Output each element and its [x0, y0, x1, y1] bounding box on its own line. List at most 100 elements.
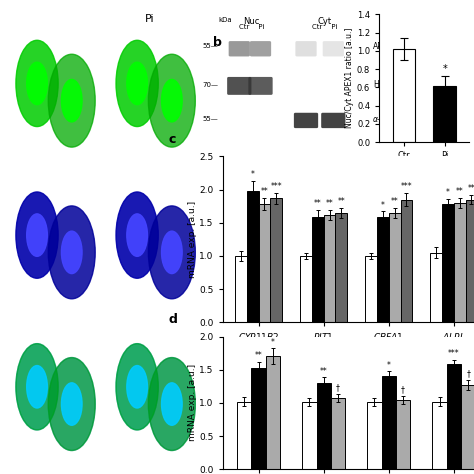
FancyBboxPatch shape [295, 41, 317, 56]
Ellipse shape [148, 54, 195, 147]
Text: **: ** [320, 367, 328, 376]
FancyBboxPatch shape [250, 41, 271, 56]
Text: †: † [336, 383, 340, 392]
Text: 10 μm: 10 μm [110, 139, 128, 144]
Bar [377, 218, 389, 322]
Ellipse shape [16, 344, 58, 430]
Text: **: ** [326, 199, 333, 208]
Text: 70—: 70— [202, 82, 218, 88]
Text: **: ** [467, 184, 474, 193]
FancyBboxPatch shape [294, 113, 318, 128]
Ellipse shape [162, 80, 182, 122]
Bar [367, 401, 382, 469]
Bar [251, 368, 266, 469]
Ellipse shape [27, 62, 47, 105]
Text: **: ** [255, 351, 263, 360]
Text: 55—: 55— [202, 43, 218, 49]
Bar [461, 385, 474, 469]
FancyBboxPatch shape [228, 41, 250, 56]
Bar [270, 198, 282, 322]
Bar [389, 213, 401, 322]
Ellipse shape [148, 357, 195, 450]
Ellipse shape [27, 365, 47, 408]
Bar [382, 376, 396, 469]
Text: d: d [169, 313, 178, 326]
Ellipse shape [148, 206, 195, 299]
Bar [432, 401, 447, 469]
Ellipse shape [162, 383, 182, 425]
Ellipse shape [127, 365, 147, 408]
Text: ***: *** [448, 349, 460, 358]
Bar [331, 398, 345, 469]
Text: **: ** [456, 187, 464, 196]
Text: c: c [169, 133, 176, 146]
Bar [324, 215, 336, 322]
Ellipse shape [16, 40, 58, 127]
Text: α-Tubulin: α-Tubulin [373, 115, 408, 124]
Bar [392, 49, 415, 142]
Bar [433, 85, 456, 142]
Text: †: † [466, 369, 470, 378]
Y-axis label: mRNA exp. [a.u.]: mRNA exp. [a.u.] [188, 201, 197, 278]
Text: **: ** [391, 197, 399, 206]
Ellipse shape [116, 192, 158, 278]
Text: **: ** [337, 197, 345, 206]
Ellipse shape [48, 357, 95, 450]
Ellipse shape [62, 231, 82, 273]
Ellipse shape [116, 40, 158, 127]
Text: *: * [442, 64, 447, 73]
Ellipse shape [127, 62, 147, 105]
Text: Ctr    Pi: Ctr Pi [239, 25, 264, 30]
Bar [237, 401, 251, 469]
Text: kDa: kDa [218, 17, 232, 23]
FancyBboxPatch shape [227, 77, 251, 95]
Text: Pi: Pi [146, 14, 155, 24]
Ellipse shape [48, 54, 95, 147]
Text: *: * [271, 338, 275, 347]
Text: **: ** [314, 199, 322, 208]
Text: 55—: 55— [202, 116, 218, 122]
Text: Ctr    Pi: Ctr Pi [311, 25, 337, 30]
FancyBboxPatch shape [323, 41, 344, 56]
Bar [235, 256, 247, 322]
Ellipse shape [116, 344, 158, 430]
Text: †: † [401, 385, 405, 394]
Y-axis label: Nuc/Cyt APEX1 ratio [a.u.]: Nuc/Cyt APEX1 ratio [a.u.] [345, 28, 354, 128]
Ellipse shape [16, 344, 58, 430]
Bar [317, 383, 331, 469]
Text: **: ** [261, 187, 268, 196]
Text: APEX1: APEX1 [373, 42, 397, 51]
Text: Nuc: Nuc [243, 17, 260, 26]
FancyBboxPatch shape [321, 113, 346, 128]
Text: *: * [381, 201, 385, 210]
Bar [442, 204, 454, 322]
Bar [336, 213, 347, 322]
Bar [266, 356, 280, 469]
Text: *: * [446, 188, 450, 197]
Text: ***: *** [401, 182, 412, 191]
Text: ***: *** [270, 182, 282, 191]
Ellipse shape [148, 357, 195, 450]
Ellipse shape [48, 206, 95, 299]
Bar [302, 401, 317, 469]
Text: Cyt: Cyt [317, 17, 331, 26]
Text: 10 μm: 10 μm [110, 443, 128, 447]
Text: 10 μm: 10 μm [10, 443, 28, 447]
Bar [247, 191, 259, 322]
Bar [401, 200, 412, 322]
Bar [300, 256, 312, 322]
Bar [430, 253, 442, 322]
Ellipse shape [162, 231, 182, 273]
Text: HDAC2: HDAC2 [373, 80, 400, 89]
Ellipse shape [27, 214, 47, 256]
Bar [365, 256, 377, 322]
Text: 10 μm: 10 μm [110, 291, 128, 296]
Text: 10 μm: 10 μm [10, 139, 28, 144]
Ellipse shape [116, 344, 158, 430]
FancyBboxPatch shape [248, 77, 273, 95]
Text: *: * [251, 170, 255, 179]
Text: b: b [213, 36, 222, 49]
Bar [312, 218, 324, 322]
Bar [396, 400, 410, 469]
Bar [465, 200, 474, 322]
